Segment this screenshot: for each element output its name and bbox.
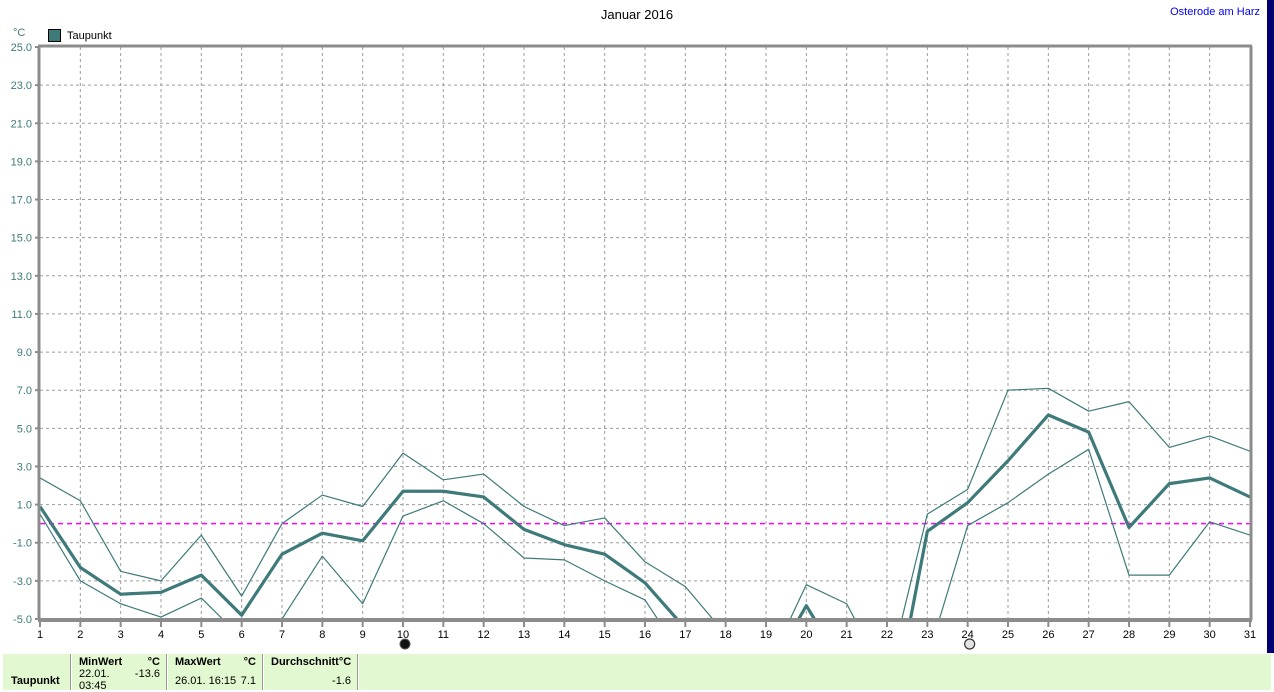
- y-tick-label: -3.0: [13, 576, 32, 588]
- x-tick-label: 9: [360, 629, 366, 641]
- y-tick-label: 21.0: [11, 118, 32, 130]
- x-tick-label: 6: [239, 629, 245, 641]
- y-tick-label: 1.0: [17, 500, 32, 512]
- y-tick-label: 15.0: [11, 233, 32, 245]
- durchschnitt-label: Durchschnitt: [271, 656, 339, 668]
- y-tick-label: 3.0: [17, 461, 32, 473]
- y-tick-label: 9.0: [17, 347, 32, 359]
- x-tick-label: 4: [158, 629, 164, 641]
- maxwert-unit: °C: [243, 656, 256, 668]
- x-tick-label: 11: [438, 629, 449, 641]
- y-tick-label: -5.0: [13, 614, 32, 626]
- status-cell-max: MaxWert °C 26.01. 16:15 7.1: [167, 654, 263, 690]
- x-tick-label: 5: [198, 629, 204, 641]
- y-tick-label: 5.0: [17, 423, 32, 435]
- minwert-unit: °C: [147, 656, 160, 668]
- series-mean: [40, 413, 1250, 619]
- x-tick-label: 27: [1083, 629, 1095, 641]
- x-tick-label: 21: [841, 629, 853, 641]
- x-tick-label: 7: [279, 629, 285, 641]
- x-tick-label: 12: [478, 629, 490, 641]
- y-tick-label: -1.0: [13, 538, 32, 550]
- y-tick-label: 17.0: [11, 195, 32, 207]
- x-tick-label: 15: [599, 629, 611, 641]
- durchschnitt-unit: °C: [338, 656, 352, 668]
- page-title: Januar 2016: [600, 7, 674, 22]
- y-tick-label: 19.0: [11, 156, 32, 168]
- maxwert-label: MaxWert: [175, 656, 221, 668]
- x-tick-label: 19: [760, 629, 772, 641]
- x-tick-label: 20: [800, 629, 812, 641]
- status-cell-min: MinWert °C 22.01. 03:45 -13.6: [71, 654, 167, 692]
- station-link[interactable]: Osterode am Harz: [1170, 6, 1260, 18]
- x-tick-label: 17: [679, 629, 691, 641]
- maxwert-value: 7.1: [240, 675, 256, 687]
- y-tick-label: 11.0: [11, 309, 32, 321]
- x-tick-label: 30: [1204, 629, 1216, 641]
- x-tick-label: 22: [881, 629, 893, 641]
- legend-swatch-icon: [48, 29, 61, 42]
- status-bar: Taupunkt MinWert °C 22.01. 03:45 -13.6 M…: [3, 654, 1271, 692]
- chart-plot: 25.023.021.019.017.015.013.011.09.07.05.…: [11, 42, 1256, 650]
- x-tick-label: 16: [639, 629, 651, 641]
- y-tick-label: 25.0: [11, 42, 32, 54]
- status-cell-avg: Durchschnitt °C -1.6: [263, 654, 358, 690]
- series-min-envelope: [40, 448, 1250, 619]
- status-series-label: Taupunkt: [11, 675, 60, 687]
- y-tick-label: 7.0: [17, 385, 32, 397]
- new-moon-icon: [399, 638, 411, 650]
- minwert-datetime: 22.01. 03:45: [79, 668, 110, 692]
- y-tick-label: 13.0: [11, 271, 32, 283]
- status-cell-series: Taupunkt: [3, 654, 71, 690]
- legend-label: Taupunkt: [67, 29, 112, 42]
- x-tick-label: 13: [518, 629, 530, 641]
- x-tick-label: 29: [1163, 629, 1175, 641]
- window-edge: [1267, 0, 1274, 653]
- x-tick-label: 23: [921, 629, 933, 641]
- y-tick-label: 23.0: [11, 80, 32, 92]
- x-tick-label: 14: [558, 629, 570, 641]
- x-tick-label: 31: [1244, 629, 1256, 641]
- x-tick-label: 26: [1042, 629, 1054, 641]
- x-tick-label: 8: [319, 629, 325, 641]
- maxwert-datetime: 26.01. 16:15: [175, 675, 237, 687]
- series-max-envelope: [40, 387, 1250, 619]
- x-tick-label: 28: [1123, 629, 1135, 641]
- full-moon-icon: [964, 638, 976, 650]
- x-tick-label: 25: [1002, 629, 1014, 641]
- x-tick-label: 1: [37, 629, 43, 641]
- x-tick-label: 18: [720, 629, 732, 641]
- durchschnitt-value: -1.6: [332, 675, 351, 687]
- minwert-label: MinWert: [79, 656, 123, 668]
- x-tick-label: 3: [118, 629, 124, 641]
- x-tick-label: 2: [77, 629, 83, 641]
- x-tick-label: 10: [397, 629, 409, 641]
- minwert-value: -13.6: [134, 668, 160, 680]
- y-axis-unit-label: °C: [13, 27, 26, 39]
- x-tick-label: 24: [962, 629, 974, 641]
- status-cell-filler: [358, 654, 1271, 690]
- legend: Taupunkt: [48, 29, 112, 42]
